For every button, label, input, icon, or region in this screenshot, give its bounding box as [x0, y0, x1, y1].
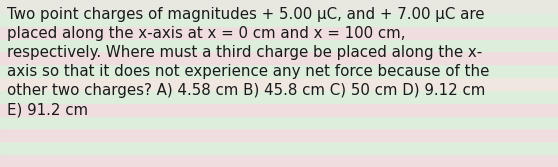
Bar: [0, 103, 558, 116]
Text: Two point charges of magnitudes + 5.00 μC, and + 7.00 μC are
placed along the x-: Two point charges of magnitudes + 5.00 μ…: [7, 7, 489, 118]
Bar: [0, 77, 558, 90]
Bar: [0, 154, 558, 167]
Bar: [0, 13, 558, 26]
Bar: [0, 0, 558, 13]
Bar: [0, 90, 558, 103]
Bar: [0, 39, 558, 51]
Bar: [0, 51, 558, 64]
Bar: [0, 128, 558, 141]
Bar: [0, 116, 558, 128]
Bar: [0, 64, 558, 77]
Bar: [0, 26, 558, 39]
Bar: [0, 141, 558, 154]
